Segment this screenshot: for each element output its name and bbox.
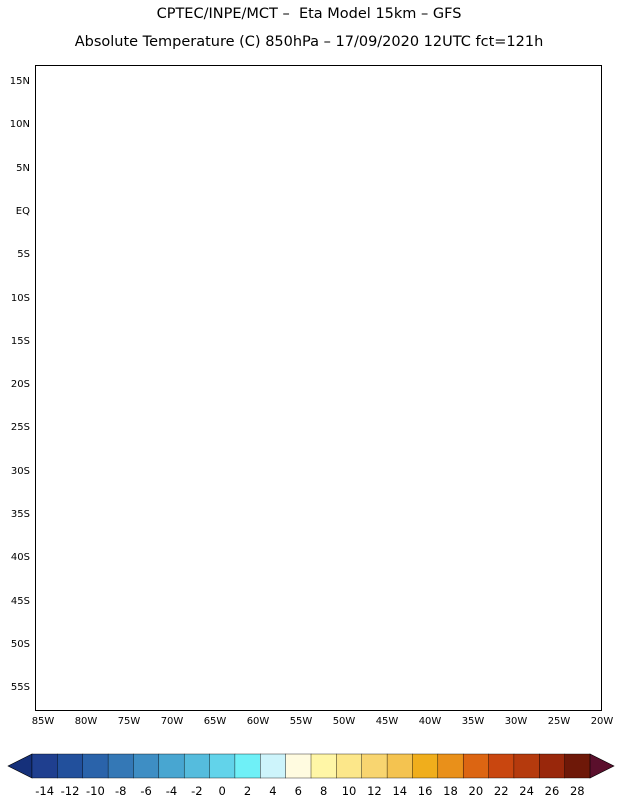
y-axis-label: 10S bbox=[10, 292, 30, 304]
colorbar-swatch bbox=[107, 753, 134, 779]
colorbar-swatch bbox=[31, 753, 58, 779]
x-axis-label: 40W bbox=[418, 716, 442, 727]
x-axis-label: 85W bbox=[31, 716, 55, 727]
colorbar-swatch bbox=[386, 753, 413, 779]
colorbar-label: -4 bbox=[165, 784, 178, 798]
y-axis-label: 20S bbox=[10, 379, 30, 391]
colorbar-swatch bbox=[488, 753, 515, 779]
colorbar-swatch bbox=[158, 753, 185, 779]
colorbar-label: 10 bbox=[341, 784, 357, 798]
colorbar-swatch bbox=[82, 753, 109, 779]
colorbar-label: -14 bbox=[35, 784, 55, 798]
y-axis-label: 5N bbox=[16, 162, 30, 174]
colorbar-label: 26 bbox=[544, 784, 560, 798]
colorbar-swatch bbox=[361, 753, 388, 779]
y-axis-label: 30S bbox=[10, 465, 30, 477]
colorbar-label: 14 bbox=[392, 784, 408, 798]
colorbar-swatch bbox=[285, 753, 312, 779]
colorbar-label: 0 bbox=[218, 784, 226, 798]
colorbar-swatch bbox=[564, 753, 591, 779]
map-title: CPTEC/INPE/MCT – Eta Model 15km – GFS bbox=[156, 6, 462, 22]
colorbar-swatch bbox=[336, 753, 363, 779]
x-axis-label: 35W bbox=[461, 716, 485, 727]
colorbar-swatch bbox=[513, 753, 540, 779]
y-axis-label: 5S bbox=[17, 249, 30, 261]
x-axis-label: 45W bbox=[375, 716, 399, 727]
y-axis-label: 15S bbox=[10, 335, 30, 347]
colorbar-swatch bbox=[539, 753, 566, 779]
map-subtitle: Absolute Temperature (C) 850hPa – 17/09/… bbox=[74, 34, 544, 50]
x-axis-label: 65W bbox=[203, 716, 227, 727]
colorbar-label: 24 bbox=[519, 784, 534, 798]
colorbar-label: 8 bbox=[320, 784, 328, 798]
colorbar-swatch bbox=[462, 753, 489, 779]
y-axis-label: 45S bbox=[10, 595, 30, 607]
colorbar bbox=[7, 753, 615, 779]
colorbar-label: 12 bbox=[367, 784, 382, 798]
colorbar-label: 18 bbox=[443, 784, 458, 798]
y-axis-label: 50S bbox=[10, 638, 30, 650]
x-axis-label: 25W bbox=[547, 716, 571, 727]
colorbar-label: -2 bbox=[191, 784, 203, 798]
colorbar-arrow-low bbox=[7, 753, 33, 779]
x-axis-label: 75W bbox=[117, 716, 141, 727]
y-axis-label: 40S bbox=[10, 552, 30, 564]
y-axis-label: EQ bbox=[15, 205, 30, 217]
colorbar-swatch bbox=[437, 753, 464, 779]
colorbar-label: -6 bbox=[140, 784, 152, 798]
y-axis-label: 15N bbox=[9, 76, 30, 87]
colorbar-label: 28 bbox=[569, 784, 585, 798]
y-axis-label: 10N bbox=[9, 119, 30, 131]
colorbar-swatch bbox=[260, 753, 287, 779]
x-axis-label: 80W bbox=[74, 716, 98, 727]
map-frame bbox=[35, 65, 602, 711]
colorbar-label: -8 bbox=[115, 784, 127, 798]
y-axis-label: 25S bbox=[10, 422, 30, 434]
colorbar-swatch bbox=[57, 753, 84, 779]
x-axis-label: 30W bbox=[504, 716, 528, 727]
colorbar-label: 4 bbox=[269, 784, 277, 798]
x-axis-label: 20W bbox=[590, 716, 614, 727]
colorbar-label: 20 bbox=[468, 784, 484, 798]
colorbar-label: -12 bbox=[60, 784, 80, 798]
colorbar-label: 2 bbox=[243, 784, 252, 798]
x-axis-label: 55W bbox=[289, 716, 313, 727]
y-axis-label: 55S bbox=[10, 682, 30, 694]
x-axis-label: 60W bbox=[246, 716, 270, 727]
colorbar-label: 6 bbox=[294, 784, 302, 798]
colorbar-label: 16 bbox=[417, 784, 433, 798]
colorbar-label: -10 bbox=[86, 784, 105, 798]
colorbar-swatch bbox=[183, 753, 210, 779]
colorbar-arrow-high bbox=[589, 753, 615, 779]
colorbar-swatch bbox=[412, 753, 439, 779]
colorbar-swatch bbox=[133, 753, 160, 779]
colorbar-swatch bbox=[209, 753, 236, 779]
colorbar-swatch bbox=[234, 753, 261, 779]
y-axis-label: 35S bbox=[10, 509, 30, 520]
x-axis-label: 70W bbox=[160, 716, 184, 727]
colorbar-label: 22 bbox=[493, 784, 509, 798]
colorbar-swatch bbox=[310, 753, 337, 779]
x-axis-label: 50W bbox=[332, 716, 356, 727]
